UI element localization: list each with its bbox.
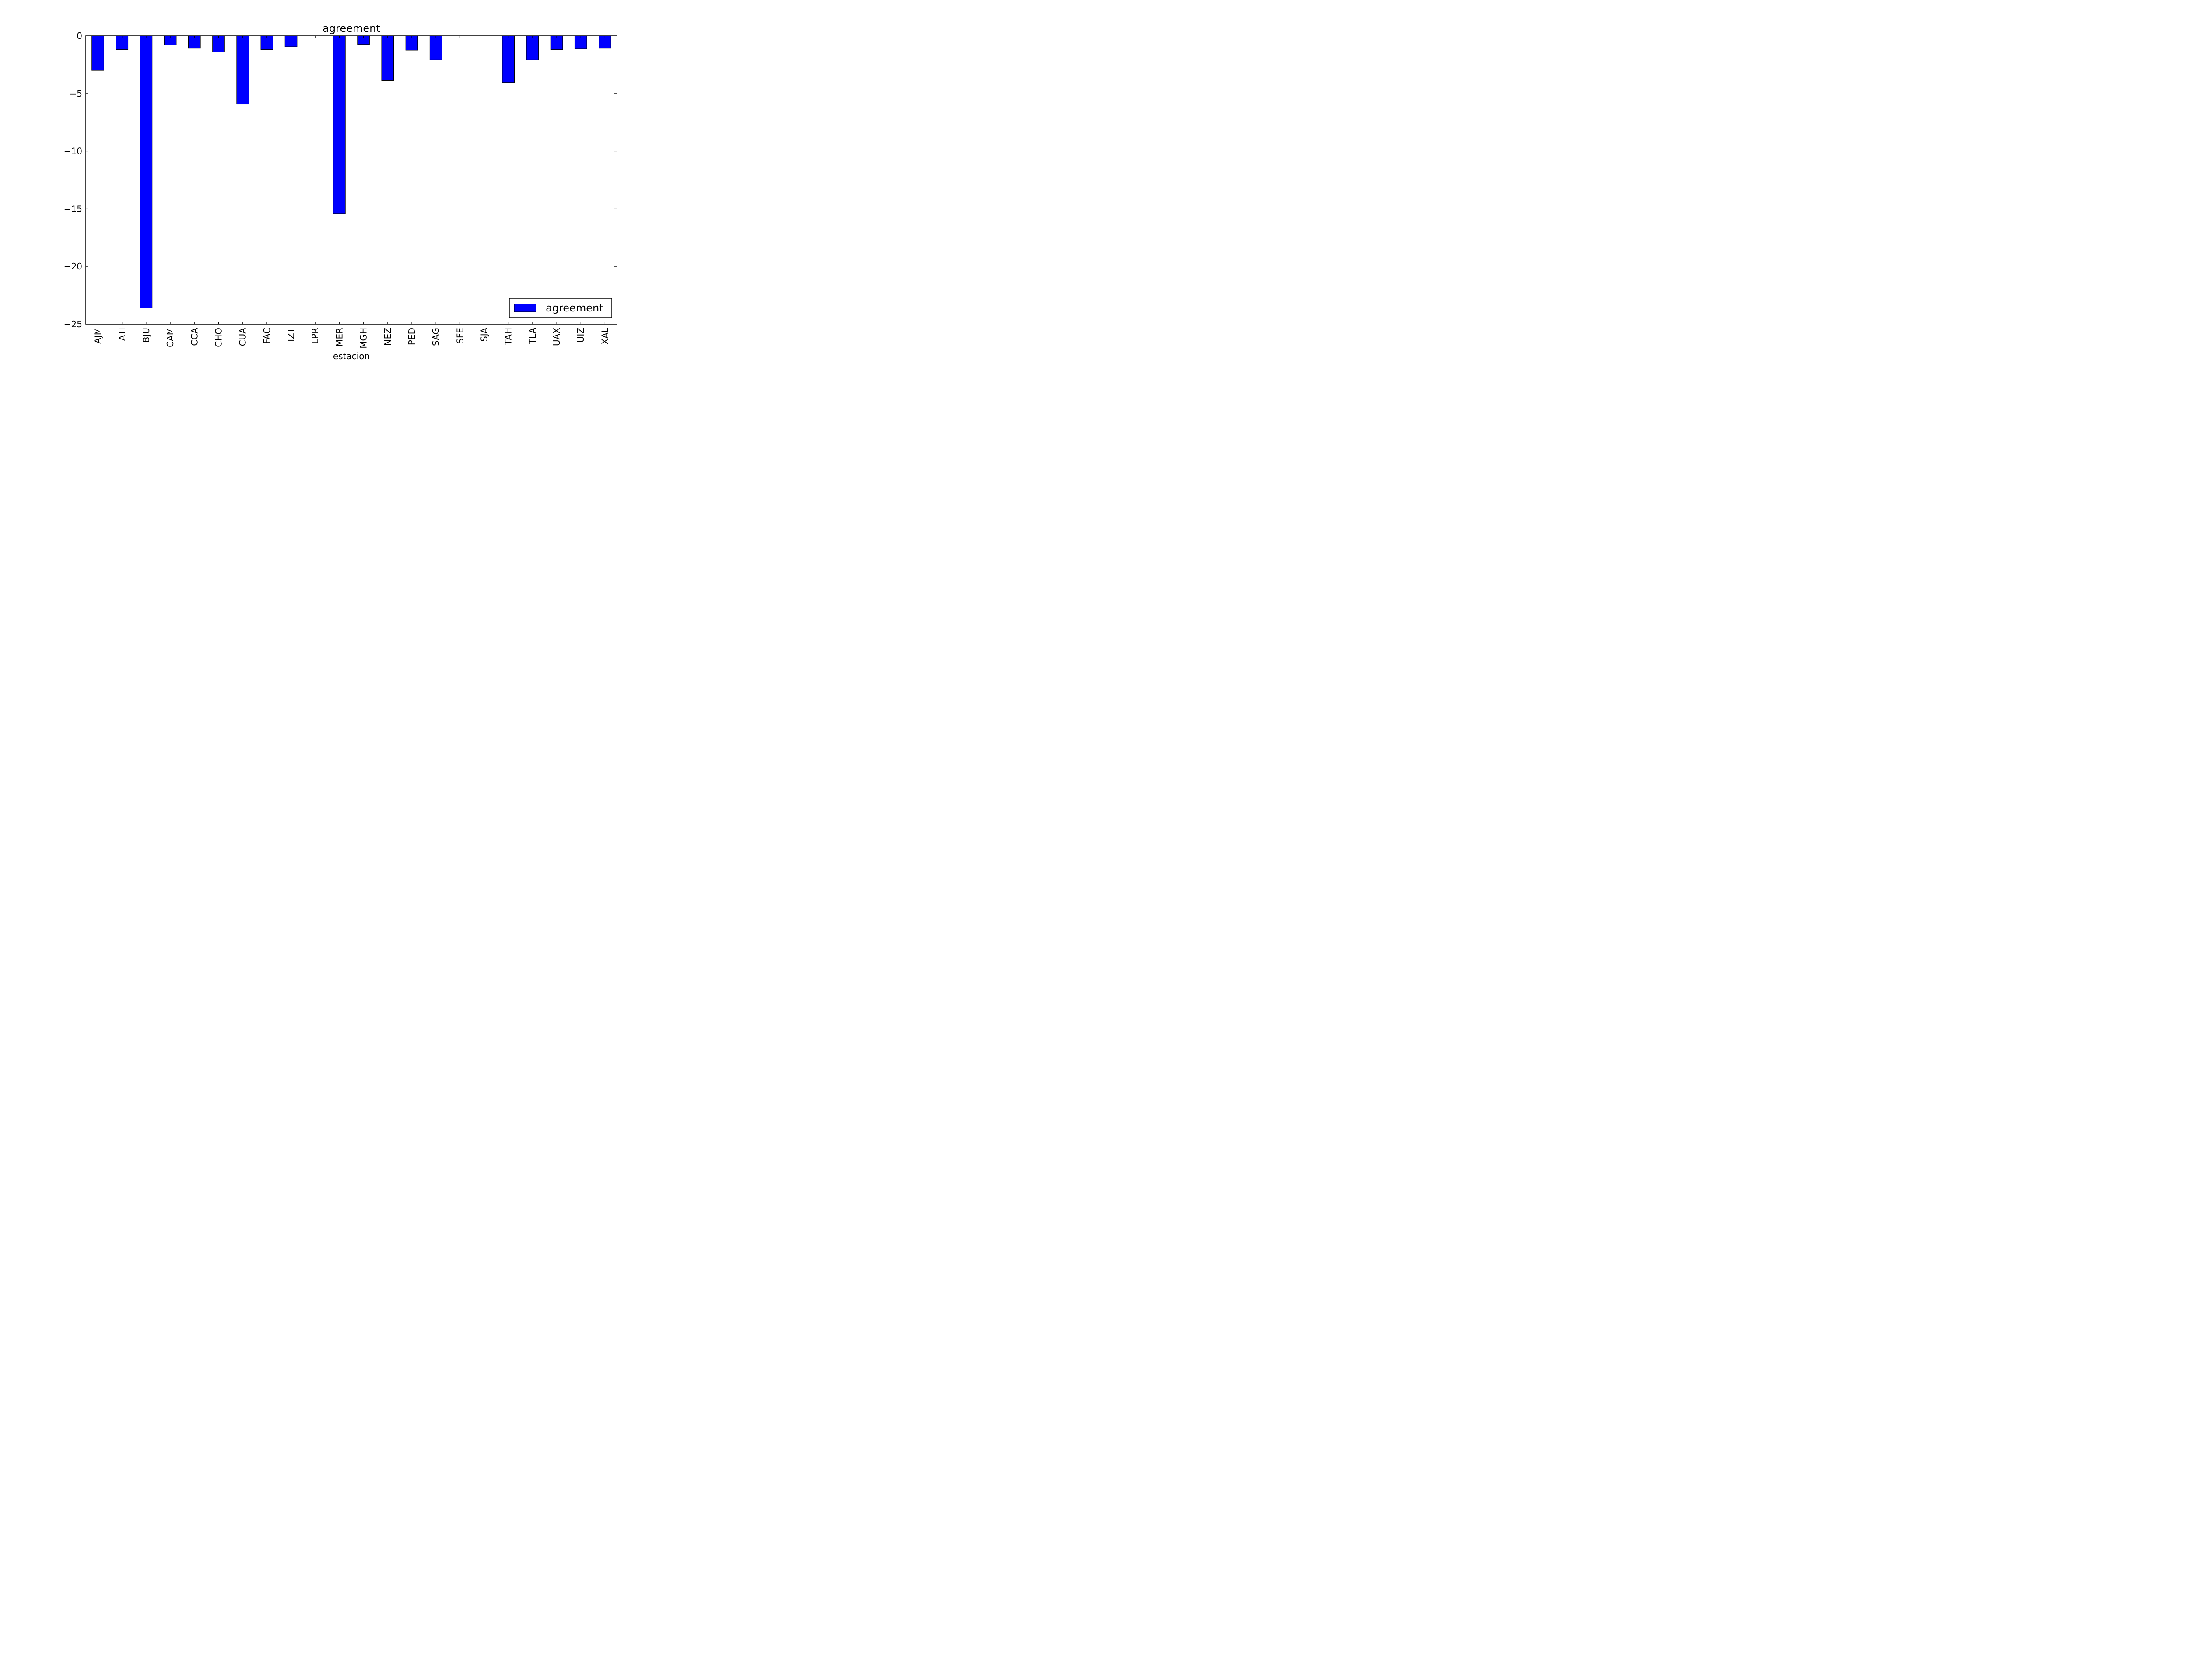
- legend-label: agreement: [546, 302, 603, 314]
- y-tick-label: −10: [64, 146, 82, 157]
- bar-bju: [140, 35, 153, 308]
- x-tick-label: UAX: [551, 328, 562, 346]
- bar-tla: [526, 35, 539, 60]
- y-tick-label: −20: [64, 261, 82, 272]
- x-axis-label: estacion: [333, 351, 370, 360]
- x-tick-label: SFE: [455, 328, 465, 344]
- y-tick-label: −5: [70, 88, 82, 99]
- x-tick-label: XAL: [600, 327, 610, 344]
- x-axis: AJM ATI BJU CAM CCA CHO CUA FAC IZT LPR MER MGH NEZ P…: [93, 36, 610, 349]
- bar-tah: [502, 35, 515, 83]
- x-tick-label: MER: [334, 328, 344, 347]
- x-tick-label: BJU: [141, 328, 151, 343]
- bar-sag: [429, 35, 442, 60]
- bar-chart: 0 −5 −10 −15 −20 −25 AJM ATI BJU CAM CCA CHO CUA FAC…: [64, 22, 617, 360]
- x-tick-label: MGH: [358, 328, 369, 349]
- bar-mer: [333, 35, 346, 214]
- x-tick-label: CUA: [238, 328, 248, 346]
- x-tick-label: PED: [407, 328, 417, 345]
- x-tick-label: CCA: [189, 328, 200, 346]
- chart-title: agreement: [323, 22, 380, 35]
- bar-fac: [260, 35, 274, 50]
- x-tick-label: SAG: [431, 328, 441, 346]
- x-tick-label: CAM: [165, 328, 175, 347]
- bar-cho: [212, 35, 225, 52]
- y-tick-label: −15: [64, 203, 82, 214]
- y-tick-label: −25: [64, 319, 82, 329]
- x-tick-label: AJM: [93, 328, 103, 344]
- x-tick-label: SJA: [479, 328, 490, 342]
- bar-nez: [381, 35, 394, 80]
- bar-ajm: [91, 35, 104, 71]
- plot-frame: [85, 35, 617, 325]
- x-tick-label: NEZ: [382, 328, 393, 346]
- y-axis: 0 −5 −10 −15 −20 −25: [64, 31, 617, 329]
- bars-group: [91, 35, 611, 308]
- x-tick-label: ATI: [117, 328, 127, 341]
- x-tick-label: UIZ: [575, 328, 586, 343]
- x-tick-label: TAH: [503, 328, 514, 345]
- bar-cua: [236, 35, 249, 105]
- x-tick-label: FAC: [262, 328, 272, 344]
- legend: agreement: [509, 298, 612, 318]
- y-tick-label: 0: [77, 31, 82, 41]
- x-tick-label: IZT: [286, 327, 296, 342]
- x-tick-label: CHO: [214, 328, 224, 347]
- x-tick-label: TLA: [527, 328, 538, 345]
- legend-swatch: [514, 304, 536, 312]
- x-tick-label: LPR: [310, 328, 320, 344]
